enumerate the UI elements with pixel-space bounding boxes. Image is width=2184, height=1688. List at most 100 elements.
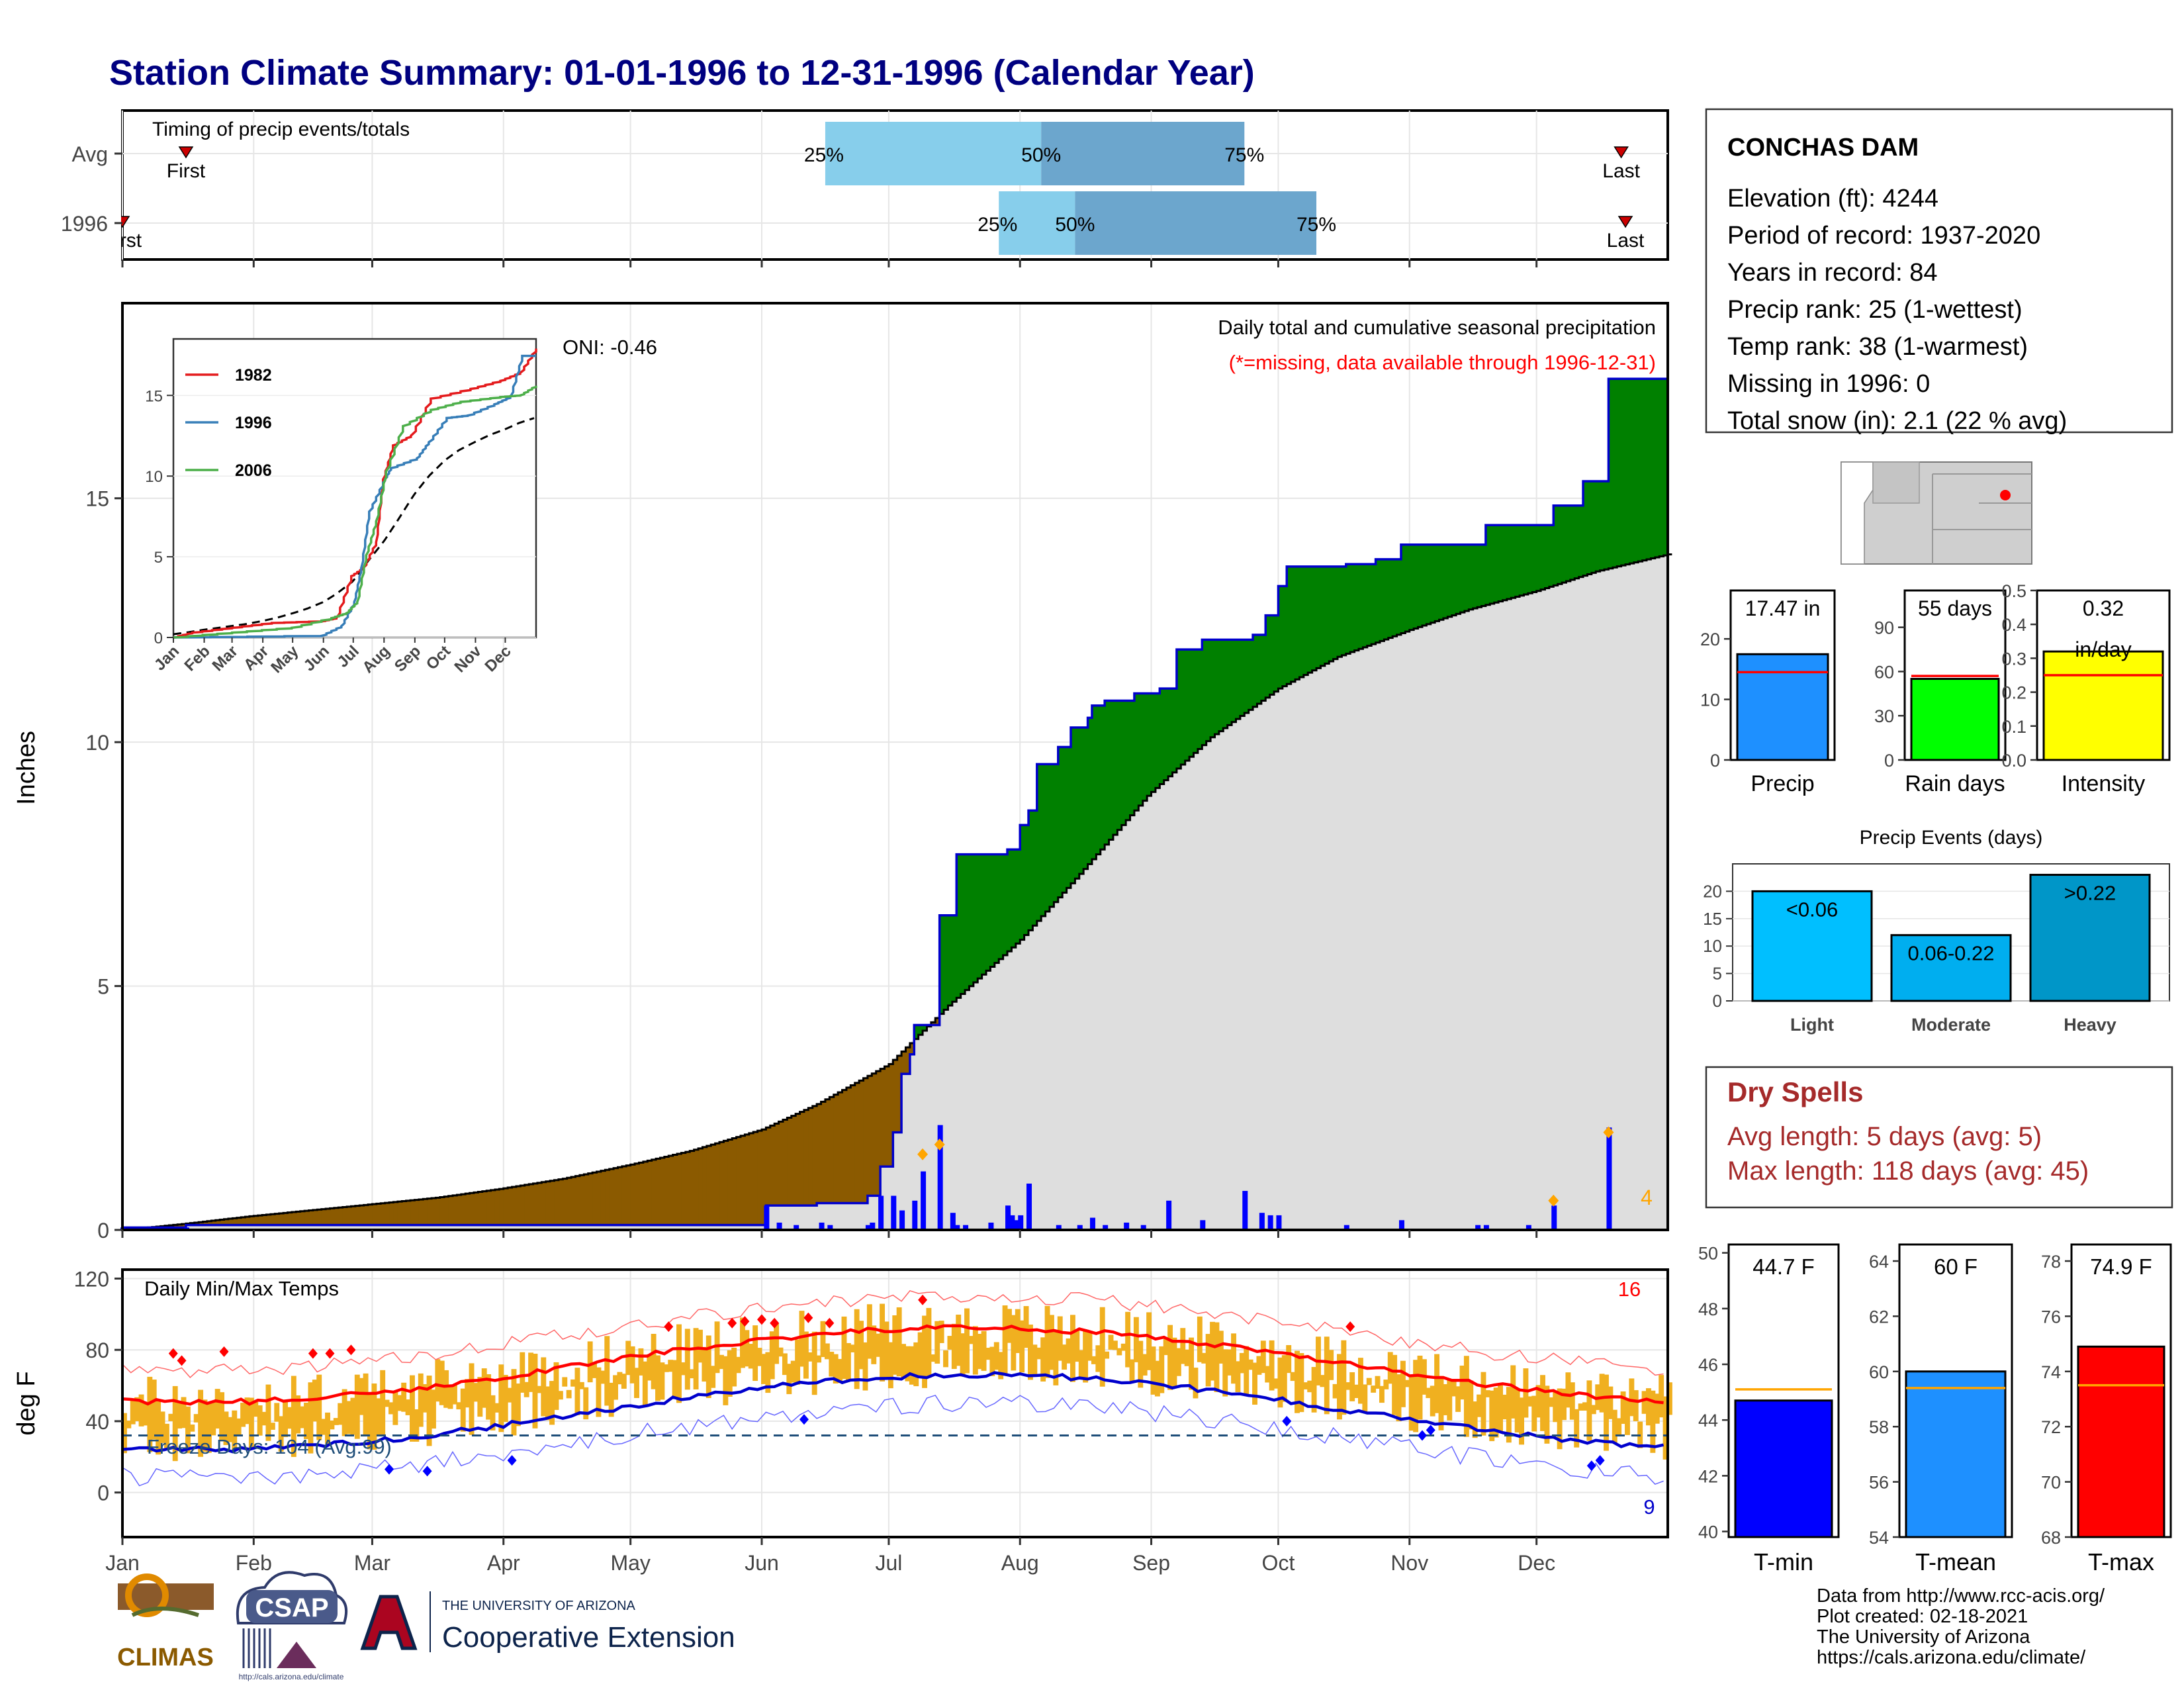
surplus-area xyxy=(1020,825,1025,940)
deficit-area xyxy=(664,1156,669,1225)
surplus-area xyxy=(1130,700,1135,816)
surplus-area xyxy=(1151,693,1156,792)
daily-temp-bar xyxy=(1599,1374,1605,1413)
surplus-area xyxy=(1629,379,1635,564)
deficit-area xyxy=(533,1183,538,1225)
surplus-area xyxy=(1350,564,1355,653)
surplus-area xyxy=(1240,639,1245,716)
deficit-area xyxy=(194,1222,199,1225)
surplus-area xyxy=(1193,649,1199,753)
surplus-area xyxy=(1070,727,1075,884)
daily-precip-bar xyxy=(1475,1225,1481,1230)
surplus-area xyxy=(1109,700,1114,840)
daily-precip-bar xyxy=(1124,1222,1130,1230)
deficit-area xyxy=(486,1190,492,1225)
daily-temp-bar xyxy=(1659,1375,1664,1418)
normal-cumulative-area xyxy=(122,554,1668,1230)
deficit-area xyxy=(787,1117,792,1206)
deficit-area xyxy=(355,1205,360,1225)
temp-bar-label: T-mean xyxy=(1915,1548,1996,1575)
event-category-label: Heavy xyxy=(2064,1015,2116,1035)
deficit-area xyxy=(761,1129,766,1225)
daily-temp-bar xyxy=(1108,1335,1114,1350)
daily-temp-bar xyxy=(291,1376,296,1457)
station-info-line: Precip rank: 25 (1-wettest) xyxy=(1727,296,2023,324)
record-high-marker xyxy=(803,1312,813,1323)
temp-ylabel: deg F xyxy=(13,1371,40,1435)
daily-temp-bar xyxy=(663,1364,669,1372)
deficit-area xyxy=(541,1182,547,1225)
daily-temp-bar xyxy=(951,1323,957,1370)
daily-precip-bar xyxy=(1606,1127,1612,1230)
daily-temp-bar xyxy=(545,1386,551,1421)
deficit-area xyxy=(372,1204,377,1225)
record-high-marker xyxy=(664,1321,674,1333)
deficit-area xyxy=(351,1206,356,1225)
surplus-area xyxy=(1557,505,1563,585)
last-label: Last xyxy=(1602,160,1640,182)
surplus-area xyxy=(1007,849,1013,952)
inset-series-line-1982 xyxy=(173,348,537,639)
daily-temp-bar xyxy=(1138,1340,1144,1388)
daily-temp-bar xyxy=(1286,1345,1292,1374)
daily-temp-bar xyxy=(1180,1328,1186,1364)
daily-temp-bar xyxy=(922,1315,927,1388)
surplus-area xyxy=(1232,639,1237,722)
surplus-area xyxy=(1160,688,1165,784)
deficit-area xyxy=(287,1212,293,1225)
deficit-area xyxy=(414,1199,420,1225)
surplus-area xyxy=(1469,544,1474,610)
daily-temp-bar xyxy=(676,1324,682,1403)
surplus-area xyxy=(1214,639,1220,735)
daily-temp-bar xyxy=(473,1383,478,1402)
surplus-area xyxy=(1257,635,1262,704)
surplus-area xyxy=(1236,639,1241,720)
daily-temp-bar xyxy=(905,1346,911,1382)
record-high-marker xyxy=(346,1344,356,1356)
daily-temp-bar xyxy=(193,1414,199,1423)
dry-spells-max: Max length: 118 days (avg: 45) xyxy=(1727,1156,2089,1186)
daily-temp-bar xyxy=(1295,1350,1300,1413)
surplus-area xyxy=(1248,639,1253,710)
deficit-area xyxy=(690,1150,695,1225)
surplus-area xyxy=(1075,727,1080,879)
event-bar-label: 0.06-0.22 xyxy=(1908,942,1995,965)
deficit-area xyxy=(432,1198,436,1225)
footer-credit-line: https://cals.arizona.edu/climate/ xyxy=(1817,1647,2086,1668)
deficit-area xyxy=(791,1115,796,1206)
surplus-area xyxy=(1227,639,1232,726)
surplus-area xyxy=(952,915,957,1002)
inset-series-line-2006 xyxy=(173,385,537,639)
deficit-area xyxy=(397,1201,402,1225)
daily-temp-bar xyxy=(287,1407,293,1429)
daily-temp-bar xyxy=(1413,1360,1419,1432)
daily-temp-bar xyxy=(219,1392,225,1442)
daily-temp-bar xyxy=(410,1375,415,1442)
daily-temp-bar xyxy=(803,1331,809,1379)
events-ytick-label: 10 xyxy=(1703,936,1722,956)
daily-temp-bar xyxy=(1498,1383,1504,1433)
daily-temp-bar xyxy=(731,1347,737,1387)
daily-temp-bar xyxy=(375,1398,381,1436)
daily-temp-bar xyxy=(1252,1362,1257,1405)
daily-temp-bar xyxy=(320,1419,326,1435)
daily-precip-bar xyxy=(1551,1205,1557,1230)
daily-temp-bar xyxy=(223,1411,229,1446)
deficit-area xyxy=(635,1163,640,1225)
daily-temp-bar xyxy=(1116,1348,1122,1356)
deficit-area xyxy=(609,1168,614,1225)
daily-temp-bar xyxy=(261,1411,267,1426)
daily-precip-bar xyxy=(921,1171,927,1230)
quartile-50-75-bar xyxy=(1041,122,1245,185)
inset-ytick-label: 5 xyxy=(154,549,163,567)
daily-temp-bar xyxy=(1375,1376,1381,1389)
deficit-area xyxy=(884,1066,889,1167)
daily-temp-bar xyxy=(295,1395,301,1434)
deficit-area xyxy=(444,1196,449,1225)
surplus-area xyxy=(1651,379,1656,559)
daily-temp-bar xyxy=(617,1372,623,1385)
record-low-marker xyxy=(507,1455,517,1466)
map-state-borders xyxy=(1932,473,2032,564)
deficit-area xyxy=(702,1147,707,1225)
daily-temp-bar xyxy=(1510,1365,1516,1419)
